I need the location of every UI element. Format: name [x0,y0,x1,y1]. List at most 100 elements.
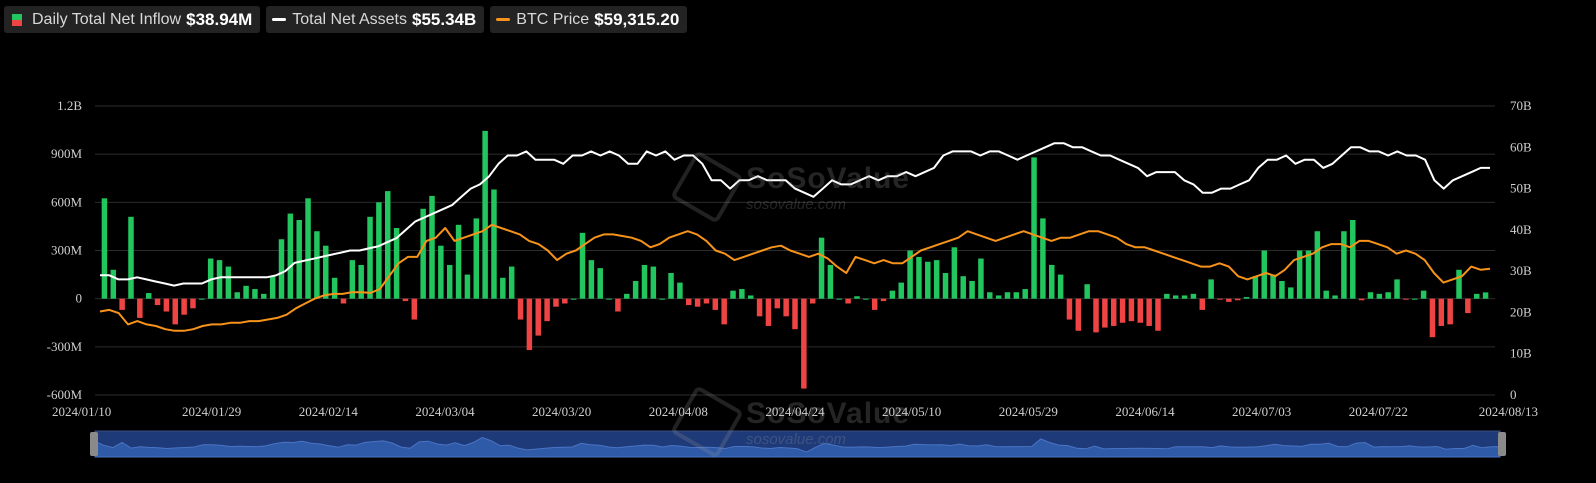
inflow-bar [969,281,975,299]
x-tick-label: 2024/03/04 [415,404,475,419]
inflow-bar [570,298,577,300]
inflow-bar [845,298,851,304]
legend-total-net-assets[interactable]: Total Net Assets $55.34B [266,6,485,33]
inflow-bar [1465,298,1471,314]
inflow-bar [420,208,426,299]
y-right-tick-label: 50B [1510,181,1532,196]
inflow-bar [1270,274,1276,299]
inflow-bar [145,293,152,299]
inflow-bar [172,298,178,325]
inflow-bar [1456,269,1462,299]
inflow-bar [1057,274,1064,299]
inflow-bar [1199,298,1206,310]
x-tick-label: 2024/01/29 [182,404,241,419]
inflow-bar [668,272,674,299]
inflow-bar [898,282,904,299]
inflow-bar [455,224,462,299]
y-left-tick-label: 600M [51,194,83,209]
inflow-bar [1102,298,1108,328]
inflow-bar [942,272,949,299]
inflow-bar [278,239,285,299]
inflow-bar [951,247,958,299]
inflow-bar [880,298,887,302]
y-left-tick-label: 300M [51,243,83,258]
inflow-bar [1279,281,1285,299]
gridlines [95,105,1495,396]
inflow-bar [783,298,789,317]
inflow-bar [916,256,922,299]
inflow-bar [792,298,798,330]
inflow-bar [429,195,435,299]
legend-btc-price[interactable]: BTC Price $59,315.20 [490,6,688,33]
inflow-bar [243,285,249,299]
legend: Daily Total Net Inflow $38.94M Total Net… [4,6,688,33]
x-tick-label: 2024/04/08 [649,404,708,419]
inflow-bar [774,298,781,309]
inflow-bar [216,260,223,299]
inflow-bar [119,298,125,310]
y-left-tick-label: 0 [76,291,83,306]
inflow-bar [933,260,940,299]
inflow-bar [579,232,586,299]
inflow-bar [747,295,754,299]
inflow-bar [1217,298,1223,300]
inflow-bar [526,298,533,351]
legend-value: $59,315.20 [594,9,680,29]
inflow-bar [694,298,701,307]
x-tick-label: 2024/04/24 [765,404,825,419]
inflow-bar [827,264,834,299]
inflow-bar [500,277,506,299]
inflow-bar [1119,298,1126,323]
inflow-bar [1296,250,1303,299]
inflow-bar [446,264,453,299]
inflow-bar [535,298,541,336]
y-left-tick-label: 1.2B [57,98,82,113]
inflow-bar [314,231,320,299]
inflow-bar [1164,293,1170,299]
inflow-bar [340,298,347,304]
inflow-bar [331,277,338,299]
inflow-bar [1447,298,1453,325]
x-tick-label: 2024/07/22 [1349,404,1408,419]
inflow-bar [1429,298,1436,338]
inflow-bar [1128,298,1135,322]
inflow-bar [712,298,719,310]
inflow-bar [508,266,515,299]
legend-value: $55.34B [412,9,477,29]
inflow-bar [261,293,267,299]
range-slider[interactable] [90,430,1506,458]
inflow-bar [801,298,807,389]
inflow-bar [562,298,568,304]
legend-net-inflow[interactable]: Daily Total Net Inflow $38.94M [4,6,261,33]
inflow-bar [1288,287,1294,299]
inflow-bar [1252,276,1259,299]
inflow-bar [1093,298,1099,333]
inflow-bar [960,276,966,299]
x-tick-label: 2024/02/14 [299,404,359,419]
inflow-bar [739,289,745,299]
inflow-bar [128,216,134,299]
inflow-bar [323,245,329,299]
inflow-bar [305,198,311,299]
inflow-bar [978,258,984,299]
inflow-bar [464,274,471,299]
line-swatch-icon [496,18,511,21]
inflow-bar [1438,298,1445,326]
inflow-bar [1110,298,1117,326]
inflow-bar [1243,297,1250,299]
inflow-bar [181,298,187,315]
inflow-bar [1332,295,1338,299]
inflow-bar [473,218,480,299]
inflow-bar [1084,284,1090,299]
inflow-bar [1137,298,1144,323]
inflow-bar [1049,264,1055,299]
total-net-assets-line [100,142,1490,287]
inflow-bar [199,298,205,300]
legend-value: $38.94M [186,9,253,29]
inflow-bar [659,298,665,300]
inflow-bar [650,266,657,299]
y-right-tick-label: 40B [1510,222,1532,237]
btc-price-line [99,223,1491,332]
inflow-bar [367,216,373,299]
